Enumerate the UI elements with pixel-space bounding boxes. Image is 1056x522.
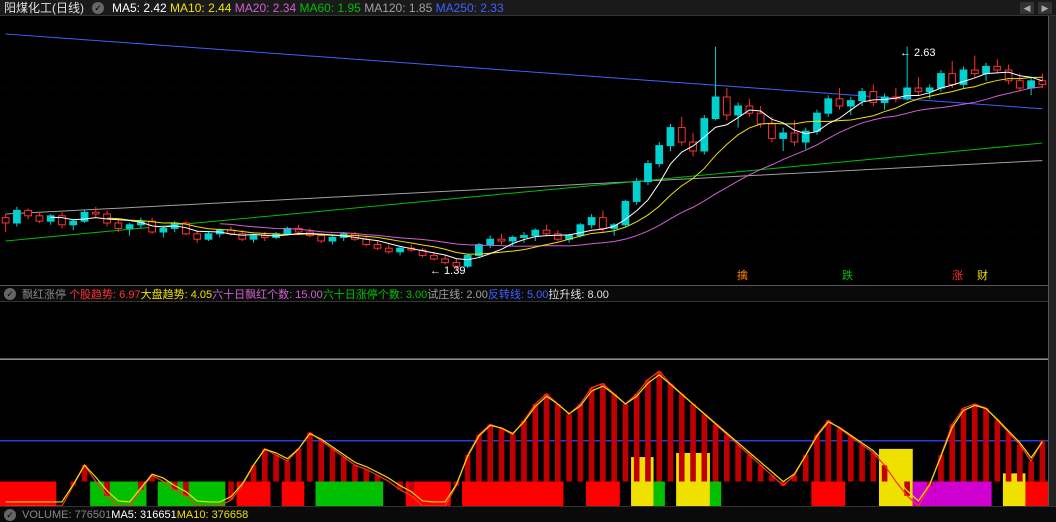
chart-badge: 跌 — [840, 269, 855, 283]
svg-text:← 2.63: ← 2.63 — [900, 47, 935, 59]
scroll-right-button[interactable]: ▶ — [1038, 2, 1052, 14]
indicator-label: 六十日涨停个数: 3.00 — [323, 289, 428, 301]
indicator-label: 反转线: 5.00 — [488, 289, 549, 301]
ma-label: MA10: 2.44 — [170, 1, 231, 15]
ma-label: MA5: 2.42 — [112, 1, 167, 15]
volume-labels-group: VOLUME: 776501MA5: 316651MA10: 376658 — [22, 509, 248, 521]
svg-text:← 1.39: ← 1.39 — [430, 265, 465, 277]
indicator-header-bar: ✓ 飘红涨停 个股趋势: 6.97大盘趋势: 4.05六十日飘红个数: 15.0… — [0, 286, 1056, 302]
ma-label: MA120: 1.85 — [364, 1, 432, 15]
top-header-bar: 阳煤化工(日线) ✓ MA5: 2.42 MA10: 2.44 MA20: 2.… — [0, 0, 1056, 16]
stock-title: 阳煤化工(日线) — [4, 0, 84, 16]
ma-label: MA20: 2.34 — [235, 1, 296, 15]
volume-label: MA5: 316651 — [111, 509, 176, 521]
ma-label: MA250: 2.33 — [436, 1, 504, 15]
info-icon[interactable]: ✓ — [92, 2, 104, 14]
chart-badge: 涨 — [950, 269, 965, 283]
chart-badge: 擒 — [735, 269, 750, 283]
indicator-label: 拉升线: 8.00 — [548, 289, 609, 301]
volume-label: VOLUME: 776501 — [22, 509, 111, 521]
info-icon[interactable]: ✓ — [4, 288, 16, 300]
ma-labels-group: MA5: 2.42 MA10: 2.44 MA20: 2.34 MA60: 1.… — [112, 1, 504, 15]
sub-indicator-chart[interactable] — [0, 302, 1056, 506]
scroll-left-button[interactable]: ◀ — [1020, 2, 1034, 14]
indicator-label: 六十日飘红个数: 15.00 — [212, 289, 323, 301]
indicator-label: 飘红涨停 — [22, 289, 69, 301]
ma-label: MA60: 1.95 — [299, 1, 360, 15]
indicator-label: 试庄线: 2.00 — [427, 289, 488, 301]
chart-badge: 财 — [975, 269, 990, 283]
main-candlestick-chart[interactable]: ← 1.39 ← 2.63 擒 跌 涨财 — [0, 16, 1056, 286]
info-icon[interactable]: ✓ — [4, 509, 16, 521]
volume-header-bar: ✓ VOLUME: 776501MA5: 316651MA10: 376658 — [0, 506, 1056, 522]
indicator-label: 个股趋势: 6.97 — [69, 289, 141, 301]
indicator-labels-group: 飘红涨停 个股趋势: 6.97大盘趋势: 4.05六十日飘红个数: 15.00六… — [22, 286, 609, 302]
indicator-label: 大盘趋势: 4.05 — [141, 289, 213, 301]
volume-label: MA10: 376658 — [177, 509, 249, 521]
right-scrollbar[interactable] — [1048, 16, 1056, 506]
